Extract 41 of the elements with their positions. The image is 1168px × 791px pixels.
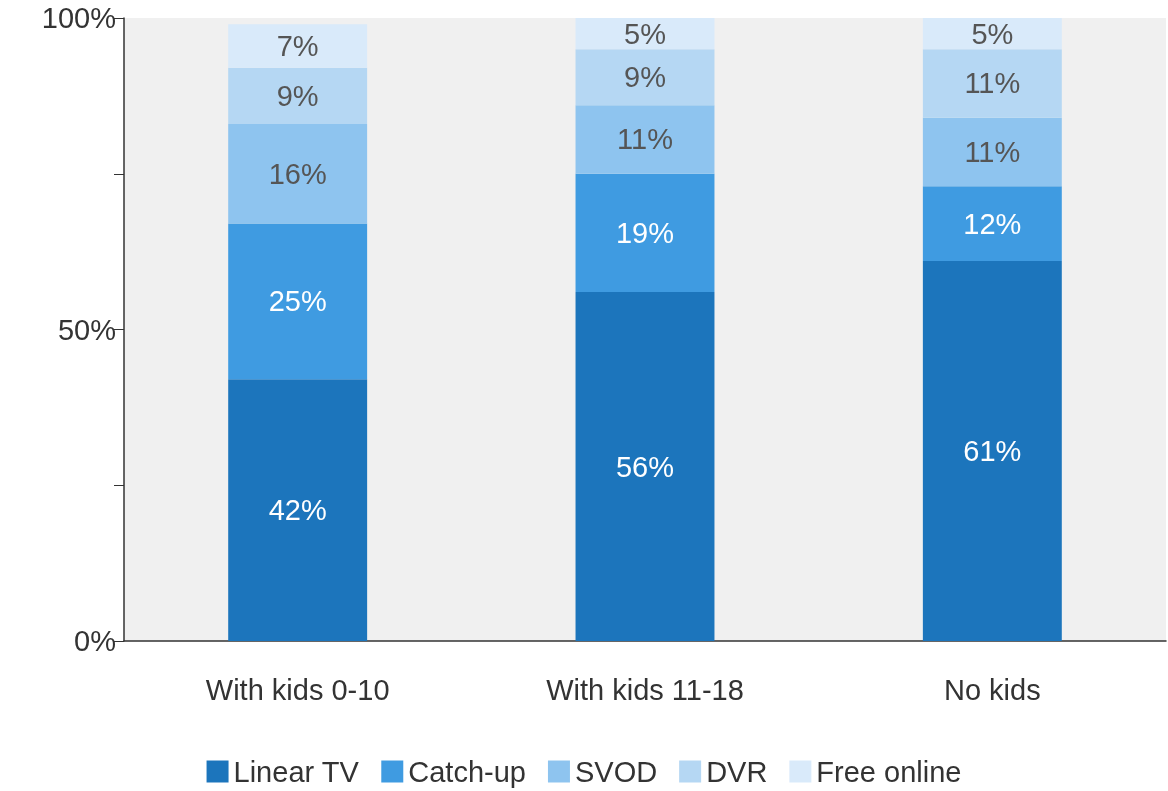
- bar: [922, 260, 1062, 641]
- bar: [922, 117, 1062, 187]
- legend-label: SVOD: [574, 755, 658, 788]
- data-label: 9%: [276, 79, 319, 112]
- legend-label: DVR: [706, 755, 768, 788]
- legend-label: Linear TV: [233, 755, 360, 788]
- x-tick-label: With kids 11-18: [546, 673, 744, 706]
- data-label: 11%: [617, 123, 673, 156]
- bar: [228, 24, 368, 68]
- data-label: 11%: [964, 67, 1021, 100]
- bar: [575, 49, 715, 106]
- data-label: 5%: [624, 17, 666, 50]
- bar: [575, 173, 715, 293]
- data-label: 9%: [624, 61, 666, 94]
- bar: [575, 105, 715, 174]
- data-label: 7%: [276, 30, 319, 63]
- bar: [922, 186, 1062, 261]
- y-tick-label: 100%: [41, 2, 116, 34]
- y-tick-label: 0%: [74, 625, 116, 657]
- bar: [228, 379, 368, 641]
- bar: [922, 49, 1062, 118]
- data-label: 42%: [268, 494, 327, 527]
- x-tick-label: No kids: [943, 673, 1041, 706]
- data-label: 16%: [268, 157, 327, 190]
- bar: [228, 123, 368, 224]
- data-label: 12%: [963, 207, 1022, 240]
- data-label: 61%: [963, 434, 1022, 467]
- bar: [922, 18, 1062, 50]
- data-label: 5%: [971, 17, 1014, 50]
- legend-label: Free online: [816, 755, 962, 788]
- bar: [228, 223, 368, 380]
- data-label: 19%: [615, 216, 675, 249]
- x-tick-label: With kids 0-10: [205, 673, 390, 706]
- y-tick-label: 50%: [57, 313, 116, 346]
- data-label: 25%: [268, 285, 327, 318]
- data-label: 56%: [615, 450, 675, 483]
- bar: [575, 292, 715, 641]
- bar: [575, 18, 715, 50]
- data-label: 11%: [964, 135, 1021, 168]
- bar: [228, 67, 368, 124]
- legend-label: Catch-up: [408, 755, 526, 788]
